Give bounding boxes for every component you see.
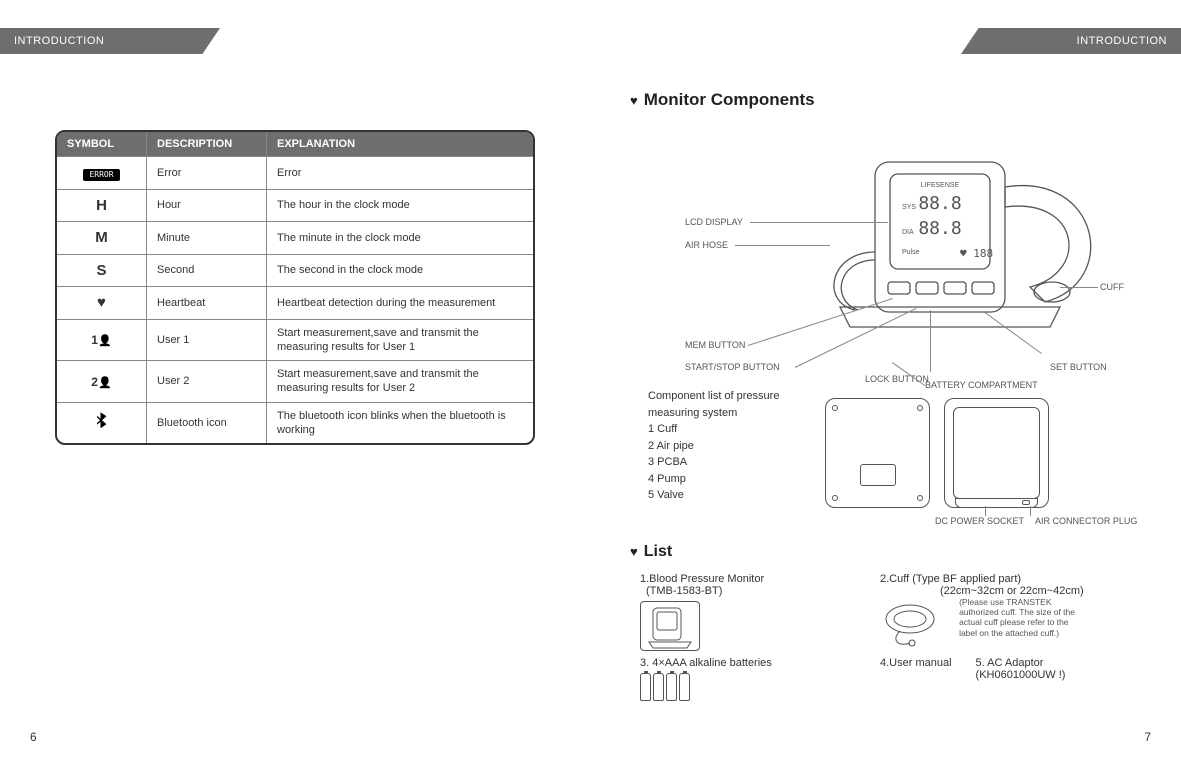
- list3-label: 3. 4×AAA alkaline batteries: [640, 657, 772, 669]
- callout-airhose: AIR HOSE: [685, 240, 728, 250]
- list5-sub: (KH0601000UW !): [976, 669, 1066, 681]
- left-page: SYMBOL DESCRIPTION EXPLANATION ERRORErro…: [55, 130, 535, 445]
- symbol-cell: [57, 286, 147, 319]
- explanation-cell: Start measurement,save and transmit the …: [267, 360, 533, 402]
- description-cell: Bluetooth icon: [147, 402, 267, 444]
- svg-text:Pulse: Pulse: [902, 249, 920, 256]
- description-cell: User 2: [147, 360, 267, 402]
- list2-sub: (22cm~32cm or 22cm~42cm): [940, 585, 1084, 597]
- th-symbol: SYMBOL: [57, 132, 147, 156]
- svg-text:SYS: SYS: [902, 204, 916, 211]
- callout-lcd: LCD DISPLAY: [685, 217, 743, 227]
- explanation-cell: The hour in the clock mode: [267, 189, 533, 222]
- list-item-2: 2.Cuff (Type BF applied part) (22cm~32cm…: [880, 573, 1160, 653]
- list2-note: (Please use TRANSTEK authorized cuff. Th…: [959, 597, 1079, 638]
- explanation-cell: Start measurement,save and transmit the …: [267, 319, 533, 361]
- callout-cuff: CUFF: [1100, 282, 1124, 292]
- page-number-right: 7: [1144, 730, 1151, 744]
- list1-label: 1.Blood Pressure Monitor: [640, 573, 764, 585]
- callout-airplug: AIR CONNECTOR PLUG: [1035, 516, 1137, 526]
- description-cell: Error: [147, 156, 267, 189]
- svg-text:♥ 188: ♥ 188: [960, 247, 993, 260]
- back-views: [825, 398, 1049, 508]
- symbol-cell: [57, 402, 147, 444]
- th-explanation: EXPLANATION: [267, 132, 533, 156]
- list5-label: 5. AC Adaptor: [976, 657, 1044, 669]
- svg-text:DIA: DIA: [902, 229, 914, 236]
- symbol-cell: 2: [57, 360, 147, 402]
- table-row: Bluetooth iconThe bluetooth icon blinks …: [57, 402, 533, 444]
- list-item-5: 5. AC Adaptor (KH0601000UW !): [976, 657, 1066, 704]
- right-page: Monitor Components LIFESENSE 88.8 SYS 88…: [630, 90, 1150, 704]
- symbol-cell: M: [57, 221, 147, 254]
- callout-battery: BATTERY COMPARTMENT: [925, 380, 1038, 390]
- table-row: 1User 1Start measurement,save and transm…: [57, 319, 533, 361]
- table-row: HeartbeatHeartbeat detection during the …: [57, 286, 533, 319]
- header-left: INTRODUCTION: [0, 28, 220, 54]
- table-row: 2User 2Start measurement,save and transm…: [57, 360, 533, 402]
- description-cell: Second: [147, 254, 267, 287]
- callout-set: SET BUTTON: [1050, 362, 1107, 372]
- explanation-cell: The bluetooth icon blinks when the bluet…: [267, 402, 533, 444]
- description-cell: Hour: [147, 189, 267, 222]
- explanation-cell: Heartbeat detection during the measureme…: [267, 286, 533, 319]
- header-right: INTRODUCTION: [961, 28, 1181, 54]
- back-view-battery: [825, 398, 930, 508]
- table-row: HHourThe hour in the clock mode: [57, 189, 533, 222]
- mini-monitor-icon: [640, 601, 700, 651]
- table-row: MMinuteThe minute in the clock mode: [57, 221, 533, 254]
- svg-text:LIFESENSE: LIFESENSE: [921, 182, 960, 189]
- monitor-diagram: LIFESENSE 88.8 SYS 88.8 DIA Pulse ♥ 188: [630, 122, 1150, 382]
- list4-label: 4.User manual: [880, 657, 952, 704]
- description-cell: Minute: [147, 221, 267, 254]
- symbol-cell: 1: [57, 319, 147, 361]
- explanation-cell: The minute in the clock mode: [267, 221, 533, 254]
- monitor-components-title: Monitor Components: [630, 90, 1150, 110]
- callout-startstop: START/STOP BUTTON: [685, 362, 780, 372]
- list-title: List: [630, 543, 1150, 561]
- symbol-cell: ERROR: [57, 156, 147, 189]
- explanation-cell: Error: [267, 156, 533, 189]
- th-description: DESCRIPTION: [147, 132, 267, 156]
- list-item-1: 1.Blood Pressure Monitor (TMB-1583-BT): [640, 573, 870, 653]
- symbol-table: SYMBOL DESCRIPTION EXPLANATION ERRORErro…: [55, 130, 535, 445]
- description-cell: Heartbeat: [147, 286, 267, 319]
- symbol-cell: H: [57, 189, 147, 222]
- mini-cuff-icon: [880, 601, 950, 651]
- callout-mem: MEM BUTTON: [685, 340, 745, 350]
- list-item-4-5: 4.User manual 5. AC Adaptor (KH0601000UW…: [880, 657, 1160, 704]
- callout-dc: DC POWER SOCKET: [935, 516, 1024, 526]
- page-number-left: 6: [30, 730, 37, 744]
- list-item-3: 3. 4×AAA alkaline batteries: [640, 657, 870, 704]
- svg-text:88.8: 88.8: [918, 218, 961, 239]
- table-row: ERRORErrorError: [57, 156, 533, 189]
- table-row: SSecondThe second in the clock mode: [57, 254, 533, 287]
- list1-sub: (TMB-1583-BT): [646, 585, 722, 597]
- comp-list-heading: Component list of pressure measuring sys…: [648, 388, 798, 421]
- symbol-cell: S: [57, 254, 147, 287]
- explanation-cell: The second in the clock mode: [267, 254, 533, 287]
- batteries-icon: [640, 673, 690, 701]
- back-view-bottom: [944, 398, 1049, 508]
- description-cell: User 1: [147, 319, 267, 361]
- device-illustration: LIFESENSE 88.8 SYS 88.8 DIA Pulse ♥ 188: [800, 132, 1130, 362]
- svg-text:88.8: 88.8: [918, 193, 961, 214]
- list2-label: 2.Cuff (Type BF applied part): [880, 573, 1021, 585]
- list-grid: 1.Blood Pressure Monitor (TMB-1583-BT) 2…: [640, 573, 1150, 704]
